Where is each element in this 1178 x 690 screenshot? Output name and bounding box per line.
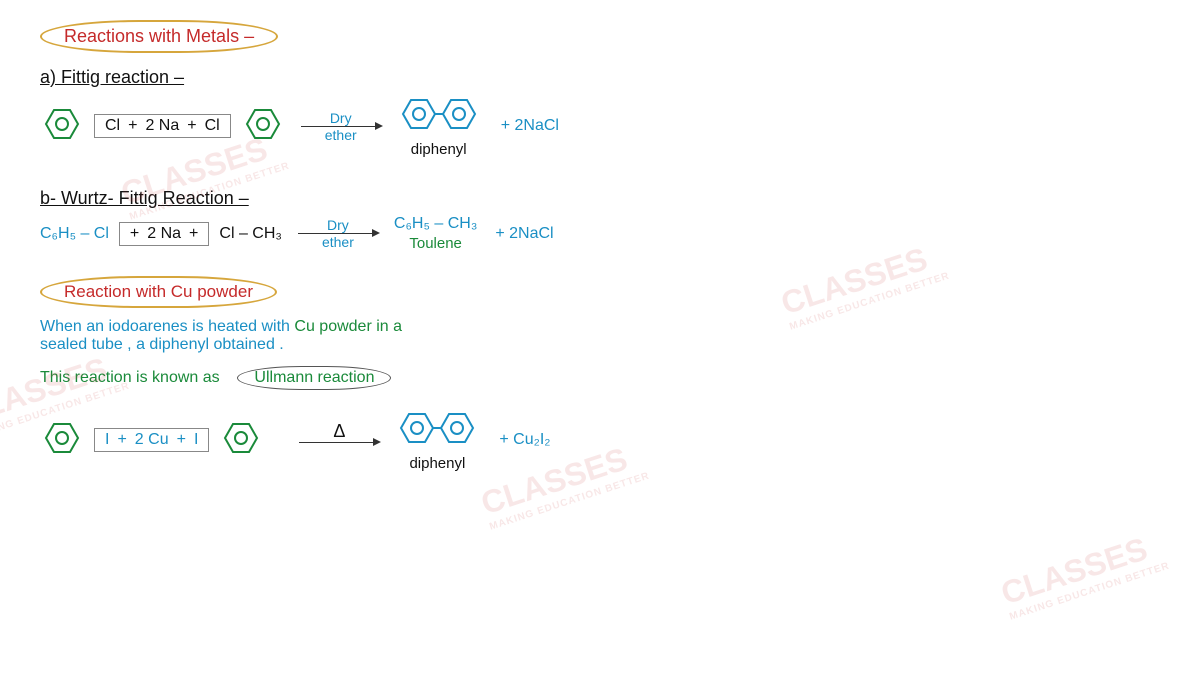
arrow-top-label: Dry: [330, 110, 352, 126]
product-toluene: C₆H₅ – CH₃ Toulene: [394, 215, 477, 252]
plus: +: [189, 225, 198, 243]
delta-label: Δ: [333, 421, 345, 442]
cu-line1a: When an iodoarenes is heated with: [40, 318, 290, 335]
plus: +: [128, 117, 137, 135]
section-b-label: b- Wurtz- Fittig Reaction –: [40, 188, 1138, 209]
plus: +: [117, 431, 126, 449]
page-title-wrap: Reactions with Metals –: [40, 20, 1138, 53]
cu-line3a: This reaction is known as: [40, 369, 220, 386]
cl-label: Cl: [205, 117, 220, 135]
arrow-bottom-label: ether: [325, 127, 357, 143]
reaction-arrow: Δ: [293, 421, 385, 459]
product-diphenyl: diphenyl: [397, 94, 481, 158]
na-label: 2 Na: [145, 117, 179, 135]
i-label: I: [194, 431, 198, 449]
cu-description: When an iodoarenes is heated with Cu pow…: [40, 318, 1138, 354]
cu-title: Reaction with Cu powder: [40, 276, 277, 308]
page-title: Reactions with Metals –: [40, 20, 278, 53]
reaction-arrow: Dry ether: [295, 110, 387, 143]
diphenyl-icon: [397, 94, 481, 139]
product-diphenyl: diphenyl: [395, 408, 479, 472]
na-label: 2 Na: [147, 225, 181, 243]
byproduct-label: + Cu₂I₂: [499, 431, 550, 449]
reactants-box: + 2 Na +: [119, 222, 209, 246]
plus: +: [130, 225, 139, 243]
cu-line2: sealed tube , a diphenyl obtained .: [40, 336, 284, 353]
reaction-arrow: Dry ether: [292, 217, 384, 250]
arrow-bottom-label: ether: [322, 234, 354, 250]
product-label: diphenyl: [409, 455, 465, 472]
plus: +: [177, 431, 186, 449]
byproduct-label: + 2NaCl: [495, 225, 553, 243]
benzene-icon: [241, 104, 285, 149]
product-label: diphenyl: [411, 141, 467, 158]
cu-title-wrap: Reaction with Cu powder: [40, 276, 1138, 308]
arrow-top-label: Dry: [327, 217, 349, 233]
cl-label: Cl: [105, 117, 120, 135]
watermark: CLASSESMAKING EDUCATION BETTER: [997, 525, 1171, 623]
ullmann-equation: I + 2 Cu + I Δ diphenyl + Cu₂I₂: [40, 408, 1138, 472]
diphenyl-icon: [395, 408, 479, 453]
cu-line1b: Cu powder in a: [294, 318, 402, 335]
c6h5cl-label: C₆H₅ – Cl: [40, 225, 109, 243]
cu-line3: This reaction is known as Ullmann reacti…: [40, 366, 1138, 390]
plus: +: [187, 117, 196, 135]
ullmann-label: Ullmann reaction: [237, 366, 391, 390]
i-label: I: [105, 431, 109, 449]
fittig-equation: Cl + 2 Na + Cl Dry ether diphenyl + 2NaC…: [40, 94, 1138, 158]
byproduct-label: + 2NaCl: [501, 117, 559, 135]
section-a-label: a) Fittig reaction –: [40, 67, 1138, 88]
reactants-box: Cl + 2 Na + Cl: [94, 114, 231, 138]
product-label: Toulene: [409, 235, 462, 252]
reactants-box: I + 2 Cu + I: [94, 428, 209, 452]
benzene-icon: [40, 104, 84, 149]
cu-label: 2 Cu: [135, 431, 169, 449]
product-formula: C₆H₅ – CH₃: [394, 215, 477, 233]
wurtz-fittig-equation: C₆H₅ – Cl + 2 Na + Cl – CH₃ Dry ether C₆…: [40, 215, 1138, 252]
ch3cl-label: Cl – CH₃: [219, 225, 282, 243]
benzene-icon: [40, 418, 84, 463]
benzene-icon: [219, 418, 263, 463]
